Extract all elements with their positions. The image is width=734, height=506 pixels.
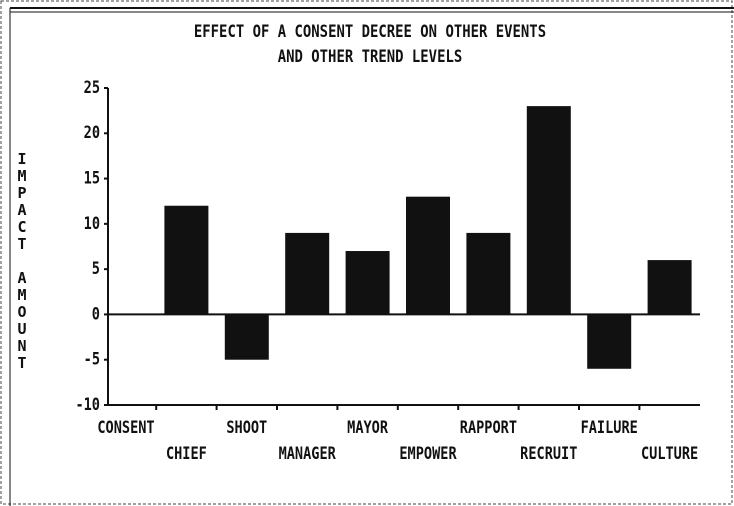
chart-title: AND OTHER TREND LEVELS xyxy=(278,47,462,67)
bar xyxy=(164,205,209,315)
y-axis-label: IMPACT AMOUNT xyxy=(13,150,31,371)
bar xyxy=(224,314,269,360)
x-tick-label: CULTURE xyxy=(641,444,698,464)
y-tick-label: -10 xyxy=(75,395,100,415)
x-tick-label: CHIEF xyxy=(166,444,207,464)
bar xyxy=(587,314,632,369)
bar xyxy=(526,106,571,315)
x-tick-label: RAPPORT xyxy=(460,418,517,438)
y-tick-label: 15 xyxy=(84,168,100,188)
x-tick-label: FAILURE xyxy=(581,418,638,438)
y-tick-label: 0 xyxy=(92,304,100,324)
y-tick-label: 20 xyxy=(84,123,100,143)
bar xyxy=(647,260,692,315)
y-tick-label: -5 xyxy=(84,349,100,369)
bar xyxy=(406,196,450,315)
x-tick-label: SHOOT xyxy=(226,418,267,438)
x-tick-label: EMPOWER xyxy=(399,444,457,464)
y-tick-label: 25 xyxy=(84,78,100,98)
chart-title: EFFECT OF A CONSENT DECREE ON OTHER EVEN… xyxy=(194,22,546,42)
y-tick-label: 5 xyxy=(92,259,100,279)
bar xyxy=(285,232,330,315)
x-tick-label: MAYOR xyxy=(347,418,389,438)
y-tick-label: 10 xyxy=(84,213,100,233)
bar xyxy=(345,251,390,315)
bar xyxy=(466,232,511,315)
x-tick-label: RECRUIT xyxy=(520,444,577,464)
x-tick-label: CONSENT xyxy=(97,418,154,438)
x-tick-label: MANAGER xyxy=(279,444,337,464)
